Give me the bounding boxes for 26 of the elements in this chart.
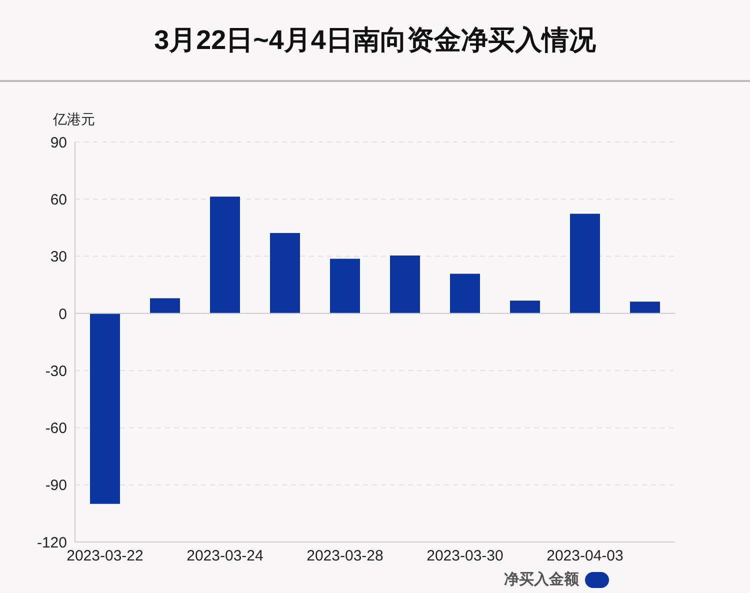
y-tick-label: 30 [50,248,67,266]
x-tick-label: 2023-03-30 [426,548,504,565]
y-tick-label: -90 [45,477,67,494]
y-tick-label: 90 [50,134,67,152]
x-tick-label: 2023-03-22 [66,548,144,565]
bar [630,302,660,314]
y-tick-label: -30 [45,362,67,380]
bar [570,214,600,314]
y-tick-label: -120 [36,534,67,552]
bar [390,256,420,314]
bar [150,298,180,314]
bar [330,258,360,314]
bar [510,300,540,314]
bar [450,274,480,314]
x-tick-label: 2023-04-03 [546,548,624,565]
y-tick-label: 60 [50,191,67,208]
bar [90,313,120,504]
bar [210,196,240,314]
bar [270,233,300,314]
y-tick-label: 0 [58,306,67,323]
x-tick-label: 2023-03-24 [186,548,264,565]
chart-title: 3月22日~4月4日南向资金净买入情况 [0,0,750,82]
y-axis-title: 亿港元 [53,111,95,129]
legend-label: 净买入金额 [504,570,580,589]
y-tick-label: -60 [45,420,67,438]
x-tick-label: 2023-03-28 [306,548,384,565]
